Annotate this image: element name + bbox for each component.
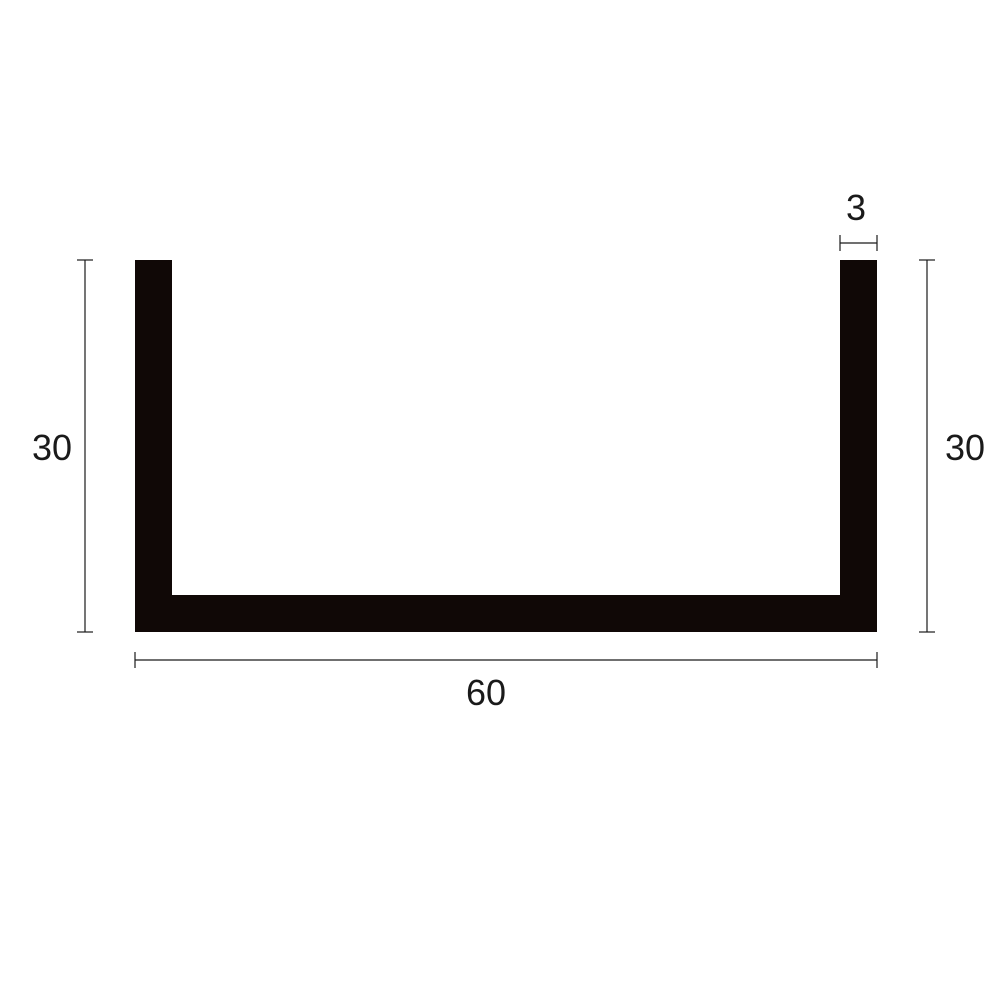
dim-height-left-label: 30 bbox=[32, 427, 72, 468]
u-channel-profile bbox=[135, 260, 877, 632]
u-channel-diagram: 60 30 30 3 bbox=[0, 0, 1000, 1000]
dim-thickness-label: 3 bbox=[846, 187, 866, 228]
dim-height-right-label: 30 bbox=[945, 427, 985, 468]
dim-width-label: 60 bbox=[466, 672, 506, 713]
